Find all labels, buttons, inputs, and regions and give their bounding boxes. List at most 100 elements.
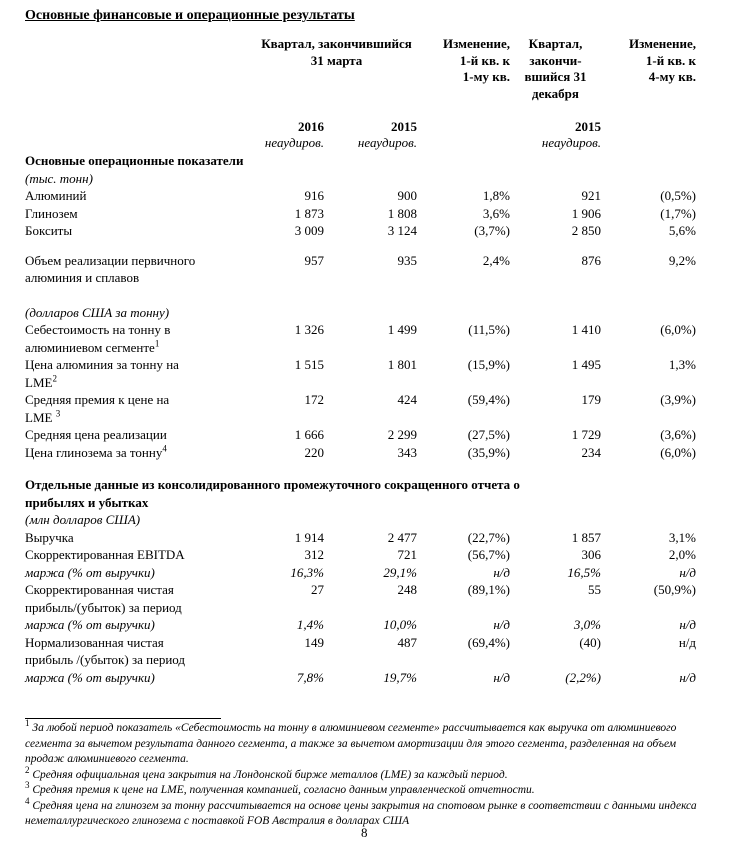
cell-value: (3,7%): [474, 223, 510, 238]
row-label-line: прибыль /(убыток) за период: [25, 652, 186, 667]
row-label: Цена глинозема за тонну4: [25, 444, 256, 462]
row-label-line: Скорректированная EBITDA: [25, 547, 185, 562]
table-row: маржа (% от выручки) 7,8% 19,7% н/д (2,2%) н/…: [25, 669, 696, 687]
cell-value: 1 326: [294, 322, 324, 337]
table-row: Алюминий 916 900 1,8% 921 (0,5%): [25, 187, 696, 205]
cell-value: 2,4%: [482, 252, 510, 268]
cell-value: 1 801: [387, 357, 417, 372]
unit-note-row: (долларов США за тонну): [25, 304, 696, 322]
cell-value: 1 808: [387, 205, 417, 221]
cell-value: 27: [311, 582, 324, 597]
spacer-row: [25, 287, 696, 304]
row-label: Алюминий: [25, 187, 256, 205]
cell-value: 248: [397, 582, 418, 597]
row-label-line: Средняя цена реализации: [25, 427, 167, 442]
row-label: маржа (% от выручки): [25, 616, 256, 634]
row-label: Цена алюминия за тонну на LME2: [25, 356, 256, 391]
cell-value: 1 515: [294, 357, 324, 372]
unaudited-label: неаудиров.: [264, 135, 324, 150]
table-row: Цена алюминия за тонну на LME2 1 515 1 801 (…: [25, 356, 696, 391]
unit-note-row: (млн долларов США): [25, 511, 696, 529]
footnote-separator: [25, 718, 221, 719]
row-label-line: Выручка: [25, 529, 74, 545]
cell-value: (50,9%): [653, 582, 696, 597]
spacer-row: [25, 240, 696, 252]
spacer-cell: [25, 461, 696, 475]
cell-value: 2,0%: [668, 547, 696, 562]
row-label: Глинозем: [25, 205, 256, 223]
cell-value: н/д: [679, 617, 696, 632]
table-header: Квартал, закончившийся 31 марта Изменени…: [25, 36, 696, 151]
cell-value: (89,1%): [467, 582, 510, 597]
cell-value: (2,2%): [565, 669, 601, 685]
cell-value: (6,0%): [660, 322, 696, 337]
header-change-q1-vs-q1: Изменение, 1-й кв. к 1-му кв.: [442, 36, 510, 84]
footnote-ref: 4: [25, 795, 30, 806]
footnote-ref: 3: [25, 780, 30, 791]
row-label-line: маржа (% от выручки): [25, 669, 155, 685]
cell-value: (15,9%): [467, 357, 510, 372]
cell-value: 179: [581, 392, 602, 407]
section-header-row: Основные операционные показатели: [25, 151, 696, 170]
row-label-line: Объем реализации первичного: [25, 252, 196, 268]
row-label: Скорректированная чистая прибыль/(убыток)…: [25, 581, 256, 616]
cell-value: 3,1%: [668, 529, 696, 545]
cell-value: (59,4%): [467, 392, 510, 407]
cell-value: 343: [397, 444, 418, 460]
row-label: Объем реализации первичного алюминия и сп…: [25, 252, 256, 287]
cell-value: 921: [581, 188, 602, 203]
table-body: Основные операционные показатели (тыс. то…: [25, 151, 696, 686]
cell-value: 1 906: [571, 205, 601, 221]
cell-value: (3,6%): [660, 427, 696, 442]
cell-value: (6,0%): [660, 444, 696, 460]
year-label: 2015: [391, 119, 417, 134]
footnote: 2 Средняя официальная цена закрытия на Л…: [25, 765, 708, 784]
cell-value: 1 729: [571, 427, 601, 442]
cell-value: (56,7%): [467, 547, 510, 562]
cell-value: 7,8%: [296, 669, 324, 685]
unit-note: (долларов США за тонну): [25, 304, 170, 320]
cell-value: 900: [397, 188, 418, 203]
section-title: Отдельные данные из консолидированного п…: [25, 477, 520, 510]
financial-results-table: Квартал, закончившийся 31 марта Изменени…: [25, 36, 696, 686]
cell-value: н/д: [493, 669, 510, 685]
footnote-text: Средняя официальная цена закрытия на Лон…: [29, 768, 508, 781]
cell-value: 16,5%: [567, 564, 601, 580]
table-row: Себестоимость на тонну в алюминиевом сегм…: [25, 321, 696, 356]
table-row: маржа (% от выручки) 16,3% 29,1% н/д 16,5% н/…: [25, 564, 696, 582]
table-row: Средняя цена реализации 1 666 2 299 (27,5%)…: [25, 426, 696, 444]
row-label-line: Алюминий: [25, 188, 87, 203]
year-label: 2015: [575, 119, 601, 134]
year-label: [601, 102, 696, 135]
cell-value: 1,4%: [296, 617, 324, 632]
cell-value: (3,9%): [660, 392, 696, 407]
cell-value: 957: [304, 252, 325, 268]
table-row: Нормализованная чистая прибыль /(убыток) …: [25, 634, 696, 669]
cell-value: 2 850: [571, 223, 601, 238]
header-row: Квартал, закончившийся 31 марта Изменени…: [25, 36, 696, 102]
cell-value: 220: [304, 444, 325, 460]
cell-value: 19,7%: [383, 669, 417, 685]
table-row: Скорректированная EBITDA 312 721 (56,7%) 306…: [25, 546, 696, 564]
cell-value: 234: [581, 444, 602, 460]
footnote-text: Средняя премия к цене на LME, полученная…: [29, 784, 535, 796]
cell-value: 312: [304, 547, 325, 562]
header-empty-cell: [25, 135, 256, 151]
cell-value: (11,5%): [468, 322, 510, 337]
unaudited-label: [417, 135, 510, 151]
header-quarter-december: Квартал, закончи- вшийся 31 декабря: [524, 36, 587, 101]
spacer-row: [25, 461, 696, 475]
cell-value: (1,7%): [660, 205, 696, 221]
cell-value: 721: [397, 547, 418, 562]
cell-value: 3,0%: [573, 617, 601, 632]
row-label-line: маржа (% от выручки): [25, 564, 155, 580]
cell-value: (22,7%): [467, 529, 510, 545]
unit-note-row: (тыс. тонн): [25, 170, 696, 188]
cell-value: 487: [397, 634, 418, 650]
table-row: Средняя премия к цене на LME 3 172 424 (59,4…: [25, 391, 696, 426]
row-label-line: Цена алюминия за тонну на: [25, 357, 179, 372]
page-title: Основные финансовые и операционные резул…: [25, 8, 355, 23]
year-label: [417, 102, 510, 135]
cell-value: 1 666: [294, 427, 324, 442]
table-row: Скорректированная чистая прибыль/(убыток)…: [25, 581, 696, 616]
